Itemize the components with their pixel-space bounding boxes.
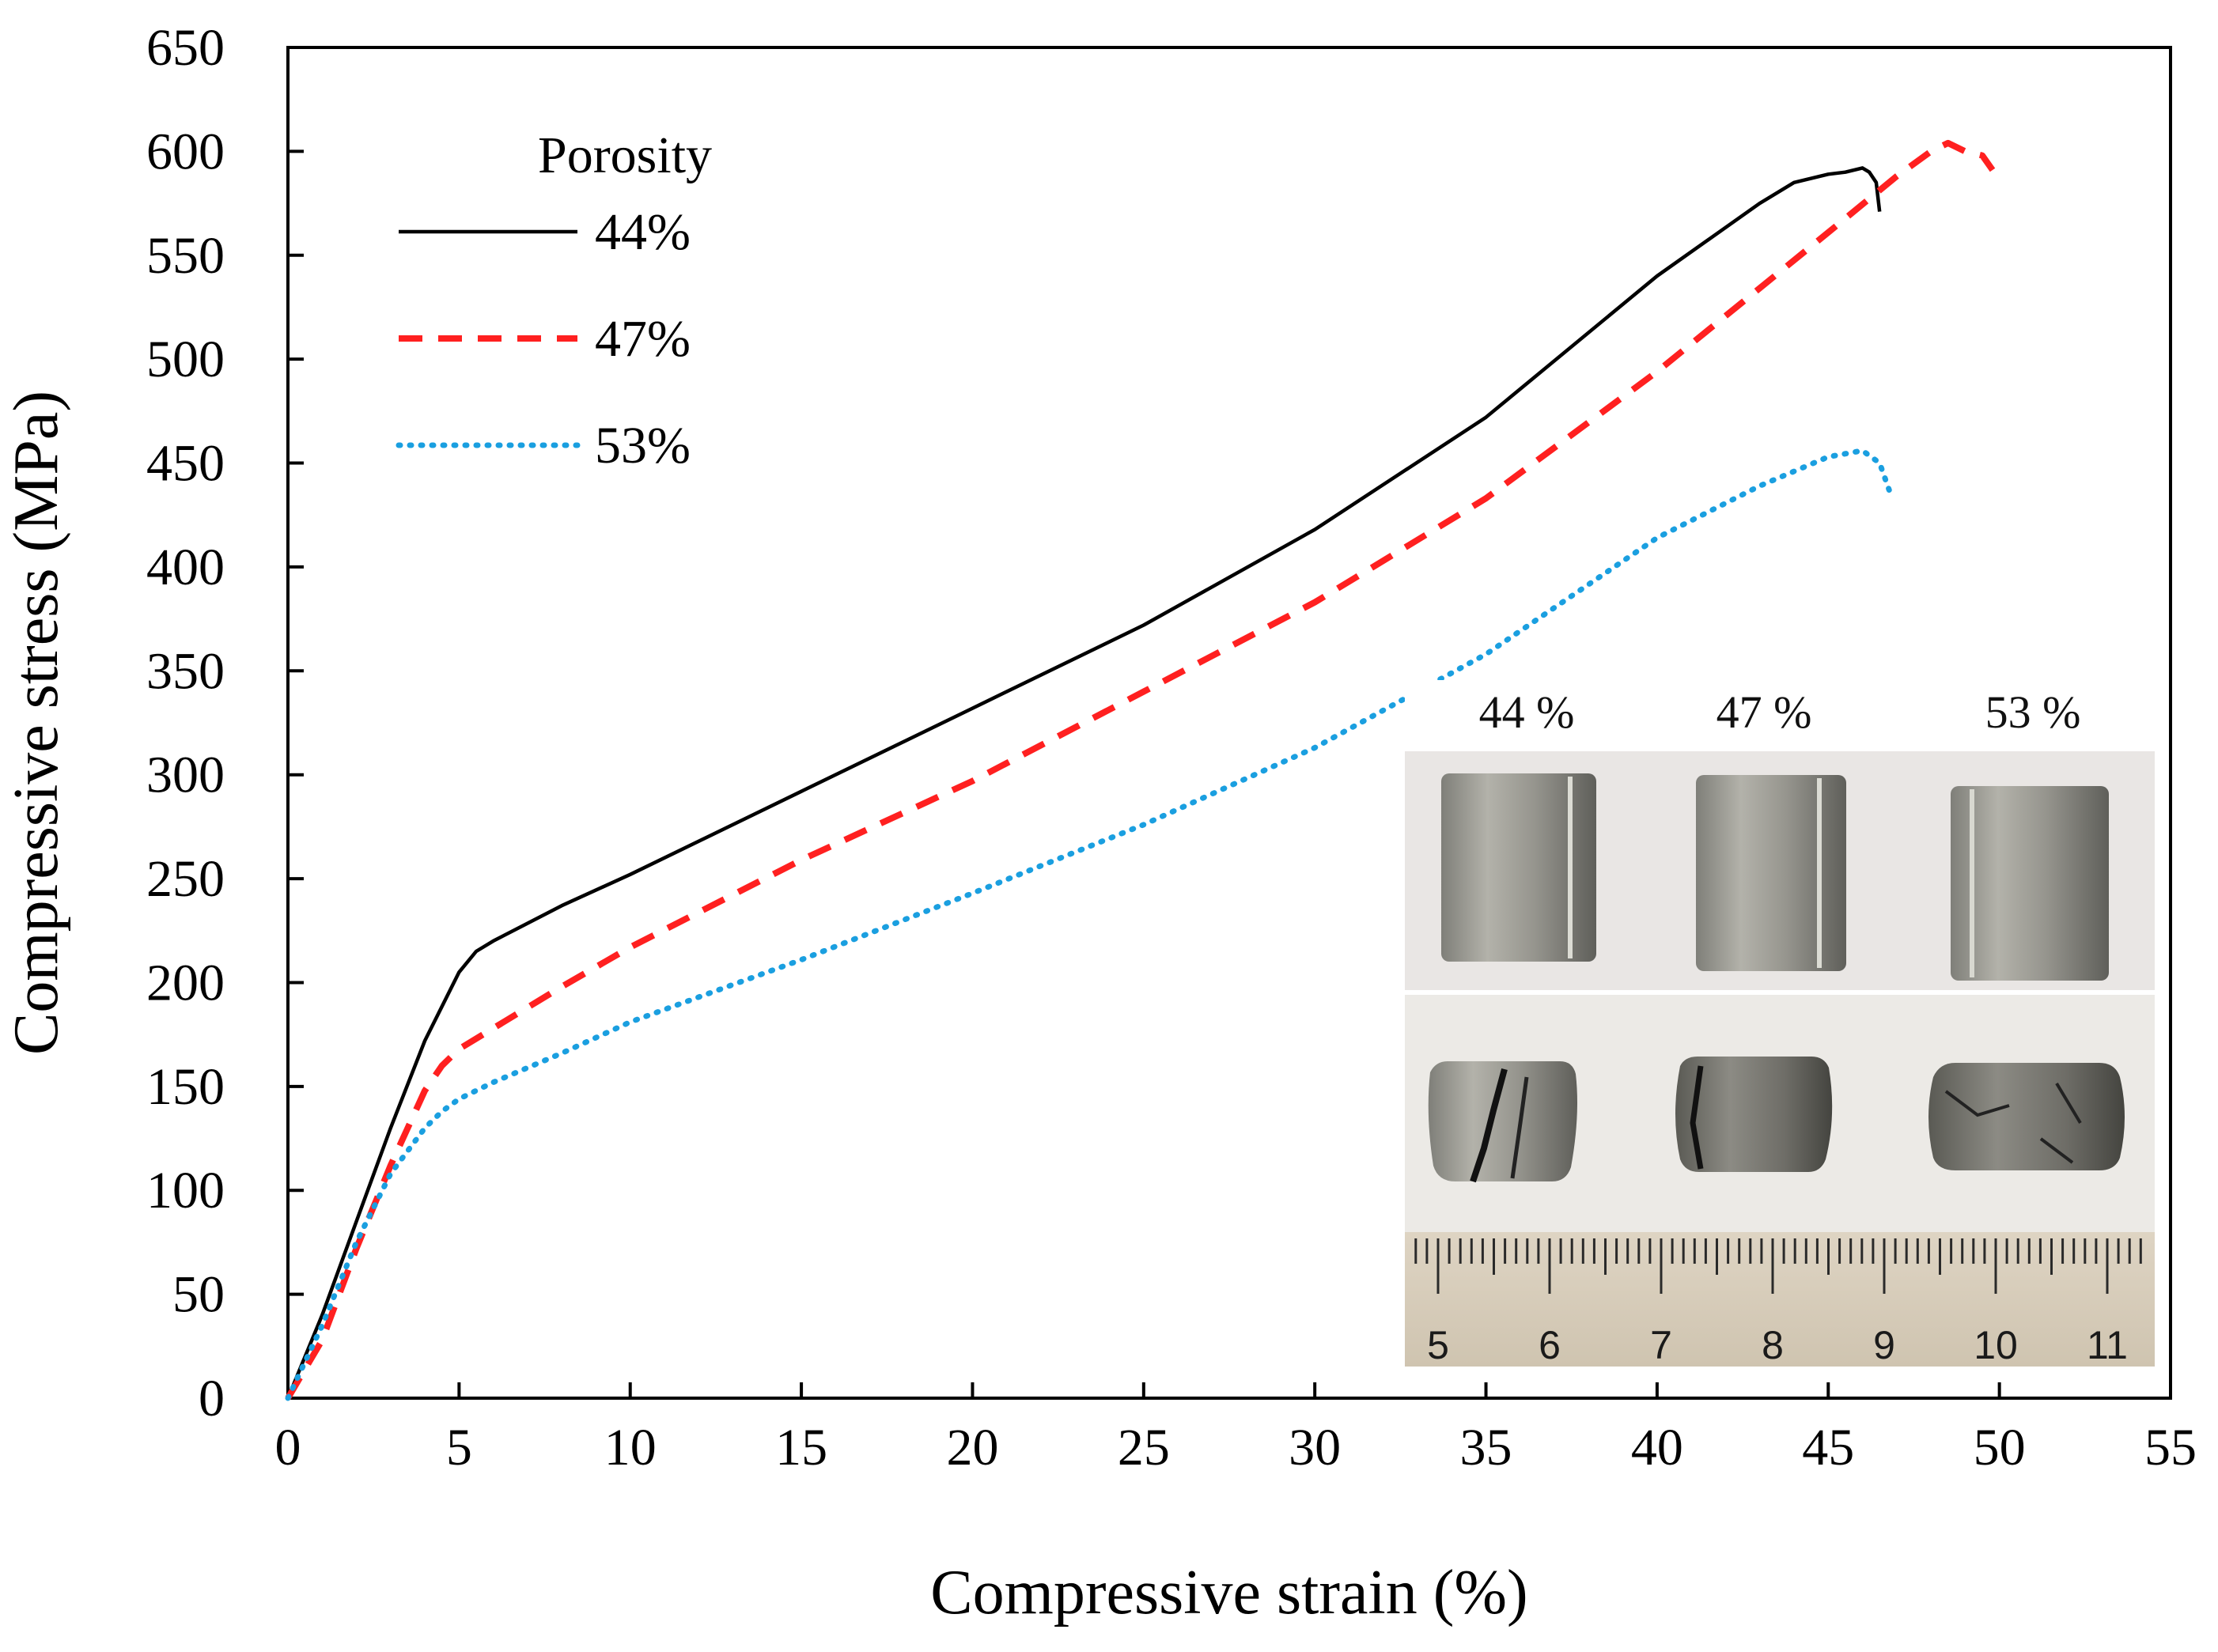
x-axis-title: Compressive strain (%): [930, 1558, 1527, 1627]
y-tick-label: 600: [146, 123, 225, 180]
ruler-ticks: [1414, 1238, 2142, 1294]
sample-47-crack: [1690, 1065, 1704, 1170]
x-tick-label: 20: [946, 1419, 998, 1476]
sample-44-crack: [1470, 1068, 1508, 1183]
y-tick-label: 400: [146, 539, 225, 596]
y-tick-label: 300: [146, 747, 225, 804]
y-tick-label: 550: [146, 227, 225, 285]
y-tick-label: 350: [146, 642, 225, 700]
legend-label-47: 47%: [595, 310, 691, 368]
inset-label-53: 53 %: [1985, 686, 2081, 738]
ruler-number: 7: [1650, 1323, 1672, 1367]
y-tick-label: 250: [146, 850, 225, 908]
ruler-number: 11: [2087, 1323, 2128, 1367]
x-tick-label: 25: [1118, 1419, 1170, 1476]
ruler-number: 5: [1427, 1323, 1449, 1367]
y-tick-label: 200: [146, 954, 225, 1011]
legend-label-53: 53%: [595, 417, 691, 474]
sample-44-crack-2: [1510, 1076, 1529, 1179]
series-layer: [285, 139, 1996, 1401]
y-tick-label: 150: [146, 1058, 225, 1116]
y-tick-label: 100: [146, 1162, 225, 1219]
y-tick-label: 450: [146, 435, 225, 493]
x-tick-label: 30: [1289, 1419, 1341, 1476]
sample-47-after: [1675, 1057, 1833, 1172]
inset-photo: 44 % 47 % 53 % 5 6 7 8 9 10 11: [1405, 680, 2155, 1367]
x-tick-label: 55: [2144, 1419, 2197, 1476]
y-tick-label: 650: [146, 19, 225, 77]
x-tick-label: 15: [775, 1419, 827, 1476]
ruler-number: 10: [1974, 1323, 2018, 1367]
ruler-number: 9: [1873, 1323, 1895, 1367]
ruler-number: 6: [1539, 1323, 1561, 1367]
y-tick-label: 500: [146, 331, 225, 388]
sample-53-before: [1951, 786, 2109, 981]
x-tick-label: 0: [275, 1419, 301, 1476]
sample-47-before: [1696, 775, 1846, 971]
x-tick-label: 35: [1460, 1419, 1512, 1476]
legend-label-44: 44%: [595, 203, 691, 261]
series-line-47: [285, 139, 1996, 1401]
y-tick-label: 0: [199, 1370, 225, 1427]
sample-53-after: [1928, 1063, 2125, 1170]
x-axis-ticks: 0 5 10 15 20 25 30 35 40 45 50 55: [275, 1382, 2197, 1476]
legend: Porosity 44% 47% 53%: [396, 127, 712, 474]
sample-44-after: [1428, 1061, 1577, 1181]
x-tick-label: 45: [1802, 1419, 1854, 1476]
series-line-53: [285, 448, 1893, 1401]
x-tick-label: 40: [1631, 1419, 1683, 1476]
legend-title: Porosity: [538, 127, 712, 184]
sample-44-before: [1441, 773, 1596, 962]
y-axis-ticks: 0 50 100 150 200 250 300 350 400 450 500 550 600 650: [146, 19, 304, 1427]
series-line-44: [286, 166, 1882, 1399]
ruler-numbers: 5 6 7 8 9 10 11: [1427, 1323, 2128, 1367]
y-axis-title: Compressive stress (MPa): [2, 391, 71, 1055]
x-tick-label: 10: [604, 1419, 657, 1476]
inset-label-44: 44 %: [1479, 686, 1575, 738]
x-tick-label: 50: [1974, 1419, 2026, 1476]
x-tick-label: 5: [446, 1419, 472, 1476]
plot-frame: [286, 46, 2172, 1400]
inset-label-47: 47 %: [1716, 686, 1812, 738]
sample-53-crack: [1944, 1082, 2082, 1164]
y-tick-label: 50: [172, 1266, 225, 1324]
ruler-number: 8: [1762, 1323, 1784, 1367]
